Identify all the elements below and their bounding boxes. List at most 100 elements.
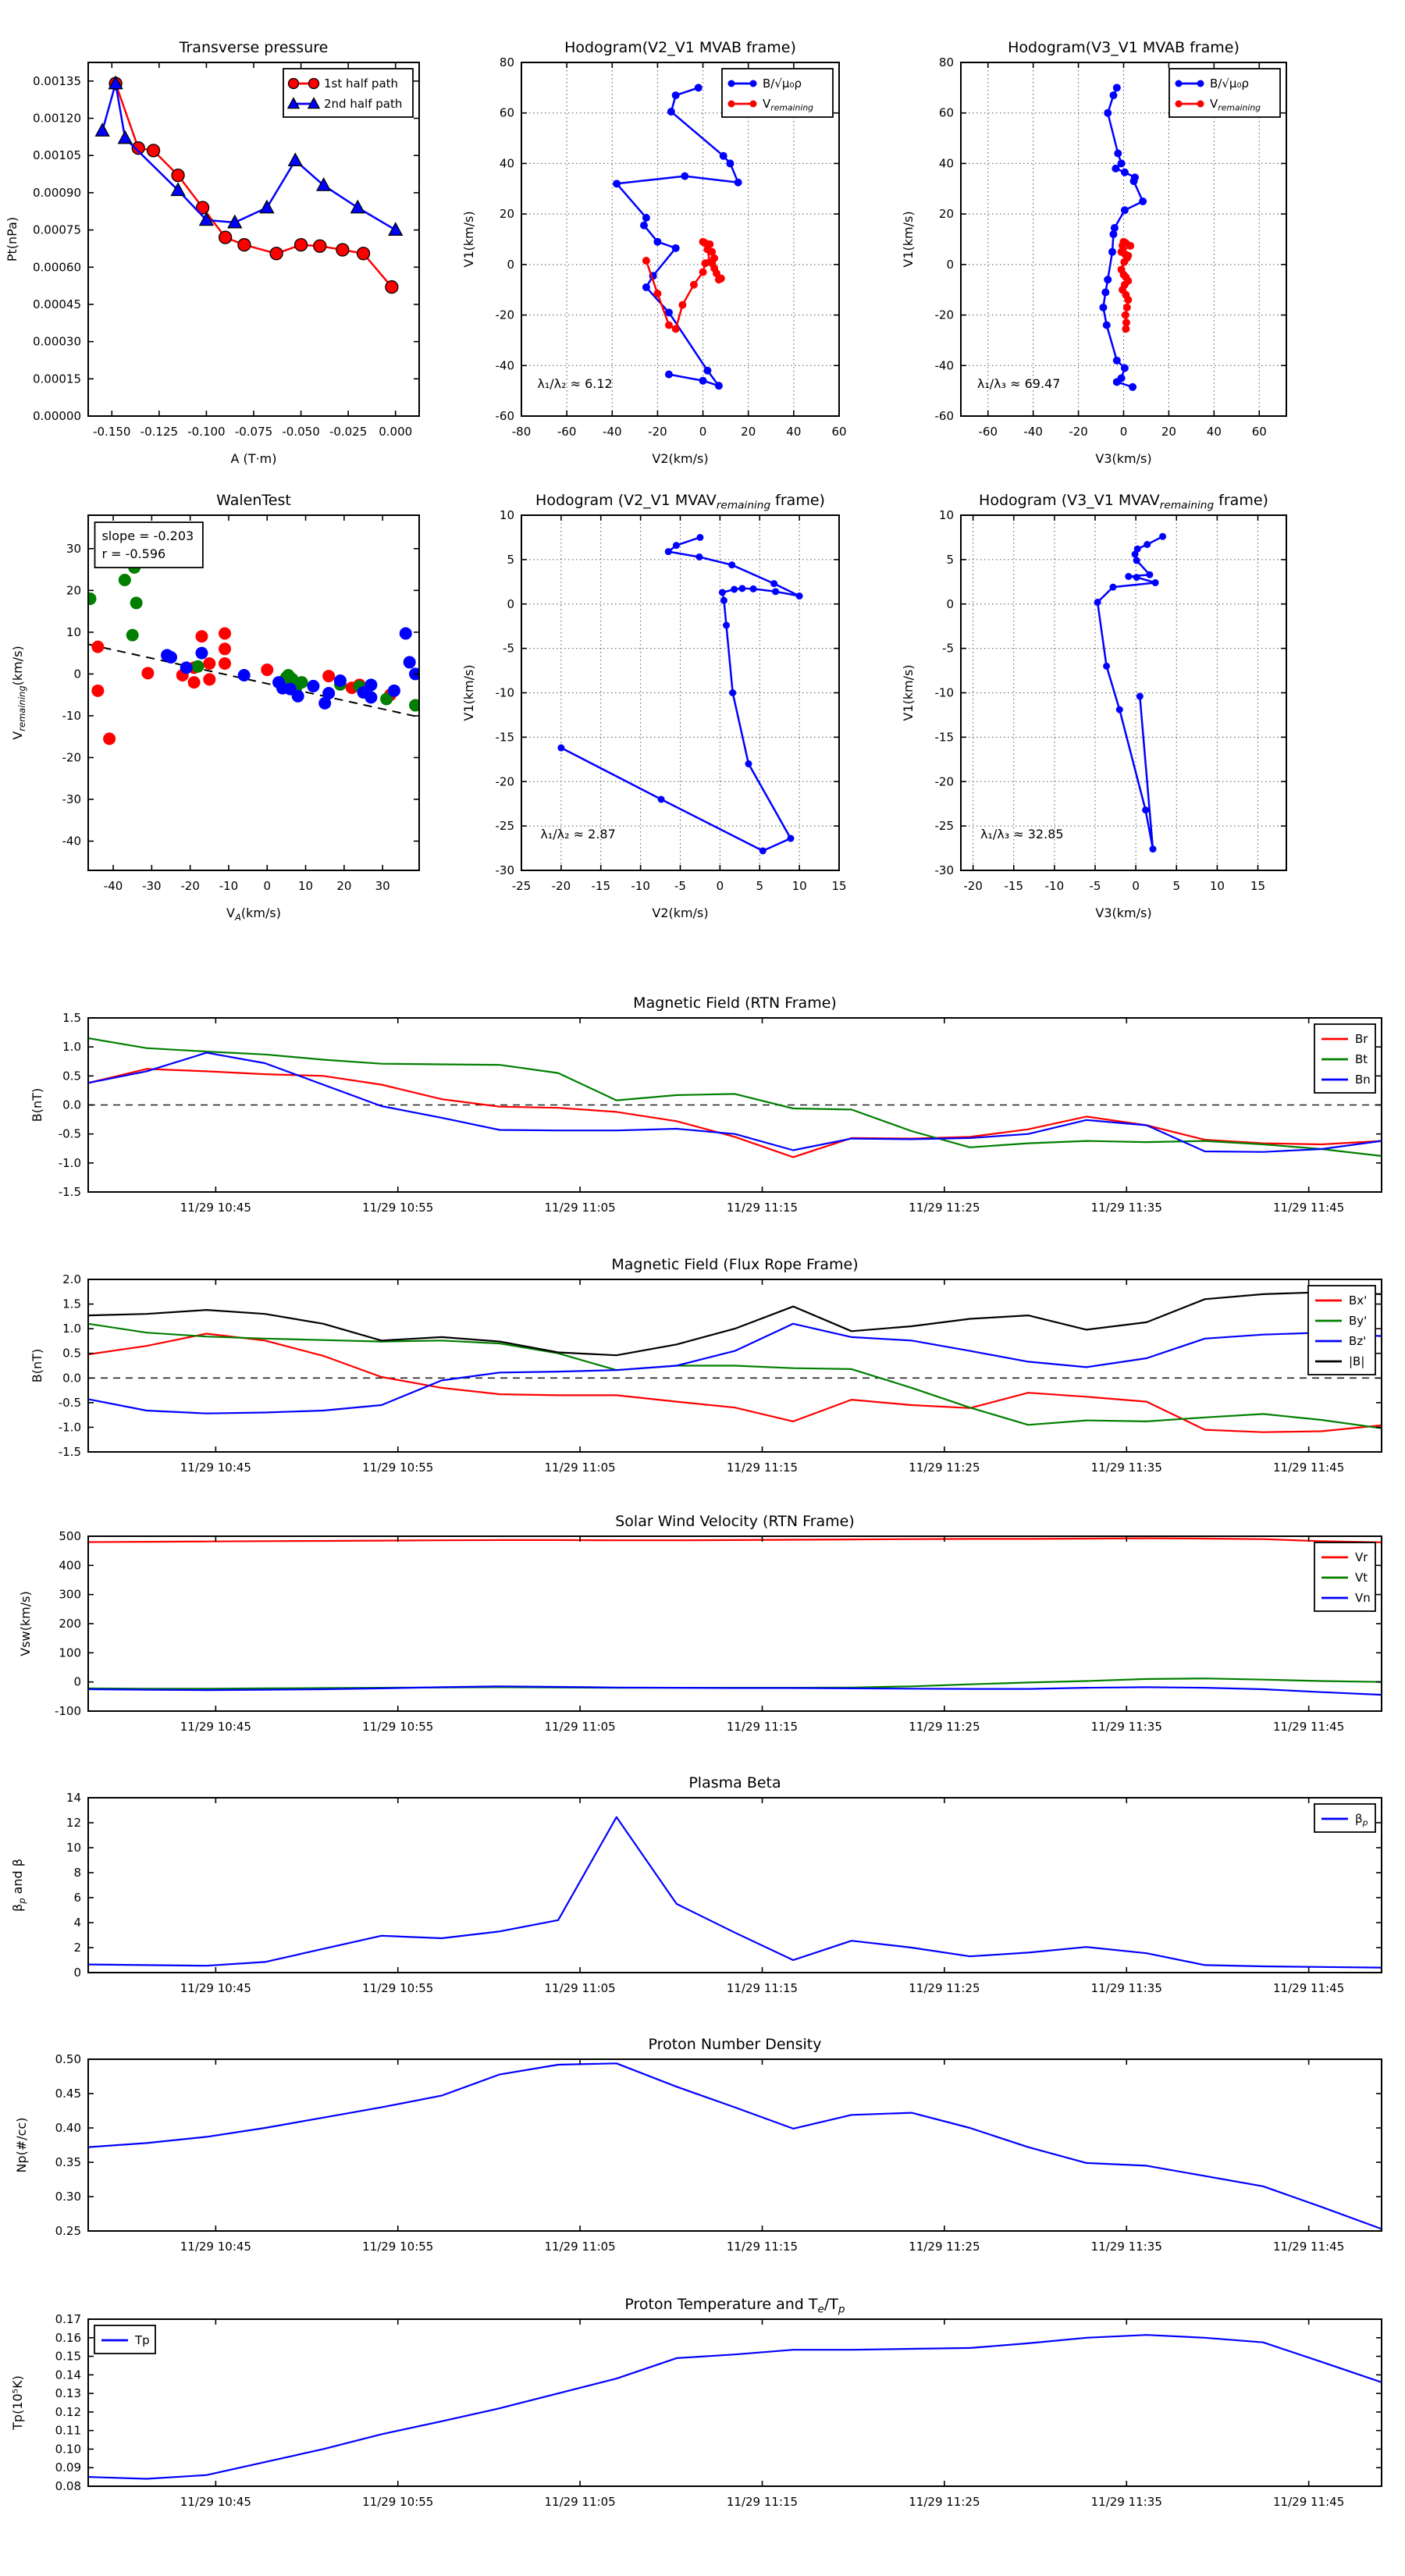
y-tick-label: -40 [62, 834, 82, 849]
x-tick-label: 11/29 10:45 [180, 1981, 251, 1995]
axes-box [87, 514, 420, 871]
legend-label: Vn [1355, 1591, 1371, 1605]
axes-box [960, 514, 1287, 871]
x-tick-label: 10 [792, 879, 807, 893]
legend-label: Bz' [1349, 1334, 1366, 1348]
y-tick-label: 0.45 [55, 2087, 81, 2101]
x-tick-label: 11/29 11:05 [545, 1720, 616, 1734]
x-tick-label: 11/29 11:35 [1091, 1201, 1162, 1215]
y-tick-label: 0.00060 [33, 260, 81, 274]
y-tick-label: 1.5 [62, 1297, 81, 1311]
y-tick-label: 40 [500, 156, 514, 170]
panel-velocity-rtn: 11/29 10:45 11/29 10:55 11/29 11:05 11/29 1… [18, 1513, 1382, 1734]
lambda-annotation: λ₁/λ₂ ≈ 6.12 [537, 376, 612, 391]
series-Vn [88, 1685, 1382, 1696]
y-tick-label: -100 [55, 1704, 81, 1718]
y-axis-label: V1(km/s) [901, 211, 916, 267]
x-tick-label: -40 [603, 425, 622, 439]
x-tick-label: 0.000 [379, 425, 412, 439]
axes-box [87, 2058, 1382, 2232]
x-tick-label: 15 [1250, 879, 1265, 893]
axes-box [87, 1535, 1382, 1712]
x-tick-label: 11/29 11:25 [909, 2495, 980, 2509]
x-tick-label: 11/29 10:55 [362, 1461, 433, 1475]
y-tick-label: 0.00000 [33, 409, 81, 423]
x-tick-label: -40 [104, 879, 123, 893]
x-axis-label: V3(km/s) [1095, 451, 1151, 466]
y-tick-label: 0.08 [55, 2479, 81, 2493]
y-tick-label: 0.35 [55, 2155, 81, 2169]
y-axis-label: V1(km/s) [461, 211, 476, 267]
x-tick-label: 20 [741, 425, 756, 439]
y-tick-label: 12 [66, 1816, 81, 1830]
legend-label: 1st half path [324, 76, 398, 91]
y-tick-label: 300 [59, 1588, 81, 1602]
y-tick-label: 1.5 [62, 1011, 81, 1025]
x-tick-label: 11/29 11:45 [1273, 1720, 1344, 1734]
y-tick-label: 10 [939, 508, 954, 522]
x-tick-label: 30 [375, 879, 390, 893]
y-tick-label: 200 [59, 1617, 81, 1631]
y-tick-label: 0.00045 [33, 297, 81, 311]
y-tick-label: -1.0 [59, 1156, 81, 1170]
x-tick-label: 0 [699, 425, 707, 439]
y-tick-label: 0.12 [55, 2405, 81, 2419]
x-tick-label: 11/29 11:45 [1273, 2240, 1344, 2254]
y-tick-label: 14 [66, 1791, 81, 1805]
x-tick-label: 40 [786, 425, 801, 439]
x-tick-label: -20 [648, 425, 667, 439]
axes-box [87, 1797, 1382, 1973]
legend-label: Vt [1355, 1571, 1368, 1585]
y-tick-label: -0.5 [59, 1396, 81, 1410]
series-V-remaining-path [557, 533, 803, 855]
y-tick-label: 100 [59, 1646, 81, 1660]
axes-box [87, 2318, 1382, 2487]
y-tick-label: 60 [939, 106, 954, 120]
y-tick-label: -10 [496, 686, 515, 700]
y-tick-label: 0.13 [55, 2386, 81, 2400]
panel-title: Magnetic Field (Flux Rope Frame) [611, 1256, 858, 1273]
stats-box [94, 521, 204, 568]
legend-label: Vr [1355, 1550, 1368, 1564]
y-tick-label: 8 [73, 1866, 81, 1880]
panel-hodogram-v3v1-mvab: -60 -40 -20 0 20 40 60 -60 -40 -20 0 20 40 60 80 Hodogr… [901, 39, 1287, 466]
y-tick-label: -20 [496, 774, 515, 788]
y-tick-label: 0.0 [62, 1371, 81, 1385]
y-tick-label: 60 [500, 106, 514, 120]
y-axis-label: Vremaining​(km/s) [10, 646, 27, 739]
series-Np [88, 2062, 1382, 2230]
x-tick-label: 0 [263, 879, 271, 893]
legend-label: Bt [1355, 1052, 1368, 1066]
x-axis-label: V2(km/s) [652, 451, 708, 466]
series-2nd-half-path [94, 75, 404, 236]
y-tick-label: -60 [935, 409, 955, 423]
y-tick-label: 20 [66, 583, 81, 597]
y-tick-label: -40 [496, 358, 515, 372]
panel-title: Hodogram (V2_V1 MVAVremaining​ frame) [535, 492, 825, 512]
x-tick-label: -10 [1045, 879, 1065, 893]
x-axis-label: A (T·m) [231, 451, 277, 466]
x-tick-label: 10 [1210, 879, 1225, 893]
y-tick-label: 4 [73, 1916, 81, 1930]
y-tick-label: 10 [66, 1841, 81, 1855]
x-tick-label: 11/29 10:55 [362, 1201, 433, 1215]
x-tick-label: 5 [756, 879, 763, 893]
x-tick-label: 11/29 11:25 [909, 2240, 980, 2254]
series-B-magnitude [88, 1291, 1382, 1357]
x-tick-label: 11/29 11:05 [545, 1461, 616, 1475]
y-tick-label: 5 [507, 553, 514, 567]
x-tick-label: 60 [831, 425, 846, 439]
x-tick-label: 11/29 11:05 [545, 2240, 616, 2254]
legend-label: Vremaining​ [763, 97, 813, 113]
y-axis-label: Tp(10⁵K) [10, 2375, 25, 2431]
panel-title: Solar Wind Velocity (RTN Frame) [615, 1513, 855, 1530]
y-tick-label: -10 [935, 686, 955, 700]
y-tick-label: 0.25 [55, 2224, 81, 2238]
y-tick-label: -0.5 [59, 1127, 81, 1141]
legend-label: βp​ [1355, 1812, 1368, 1828]
x-axis-label: V3(km/s) [1095, 906, 1151, 920]
x-tick-label: -5 [1090, 879, 1101, 893]
x-tick-label: -0.050 [282, 425, 319, 439]
y-tick-label: 0 [507, 258, 514, 272]
y-tick-label: 10 [500, 508, 514, 522]
